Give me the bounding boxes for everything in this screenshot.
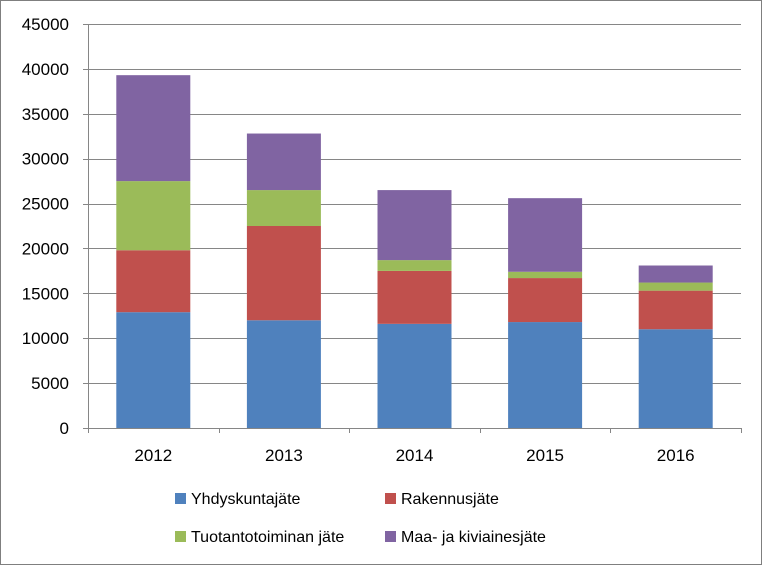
bar-segment: [377, 260, 452, 271]
bar-segment: [116, 312, 191, 428]
y-tick-label: 20000: [22, 239, 69, 258]
y-tick-label: 10000: [22, 329, 69, 348]
x-tick-label: 2014: [396, 446, 434, 465]
y-tick-label: 40000: [22, 60, 69, 79]
bar-segment: [638, 329, 713, 428]
y-tick-label: 45000: [22, 15, 69, 34]
bar-segment: [508, 322, 583, 428]
legend-swatch: [385, 531, 396, 542]
legend-swatch: [175, 531, 186, 542]
bar-segment: [246, 320, 321, 428]
y-tick-label: 15000: [22, 284, 69, 303]
legend-label: Yhdyskuntajäte: [191, 491, 301, 508]
y-tick-label: 25000: [22, 195, 69, 214]
bar-segment: [377, 270, 452, 324]
x-tick-label: 2015: [526, 446, 564, 465]
bar-segment: [246, 190, 321, 226]
x-tick-label: 2016: [657, 446, 695, 465]
y-tick-label: 35000: [22, 105, 69, 124]
legend-label: Maa- ja kiviainesjäte: [401, 529, 546, 546]
bar-segment: [246, 133, 321, 191]
x-tick-label: 2012: [134, 446, 172, 465]
bar-segment: [116, 250, 191, 313]
y-axis-ticks: 0 5000 10000 15000 20000 25000 30000 35000 40000…: [22, 15, 69, 438]
legend-swatch: [175, 493, 186, 504]
bar-segment: [377, 190, 452, 261]
bar-segment: [246, 226, 321, 321]
legend-label: Rakennusjäte: [401, 491, 499, 508]
bar-segment: [638, 290, 713, 330]
bar-segment: [638, 265, 713, 283]
legend-label: Tuotantotoiminan jäte: [191, 529, 344, 546]
legend-swatch: [385, 493, 396, 504]
bar-segment: [508, 198, 583, 272]
legend: Yhdyskuntajäte Rakennusjäte Tuotantotoimin…: [175, 491, 546, 546]
bar-segment: [638, 282, 713, 291]
bars: [116, 75, 713, 428]
x-axis-ticks: 2012 2013 2014 2015 2016: [134, 446, 694, 465]
y-tick-label: 30000: [22, 150, 69, 169]
bar-segment: [508, 271, 583, 279]
x-tick-label: 2013: [265, 446, 303, 465]
bar-segment: [377, 323, 452, 428]
bar-segment: [508, 278, 583, 323]
bar-segment: [116, 75, 191, 182]
bar-segment: [116, 181, 191, 251]
y-tick-label: 5000: [31, 374, 69, 393]
y-tick-label: 0: [60, 419, 69, 438]
